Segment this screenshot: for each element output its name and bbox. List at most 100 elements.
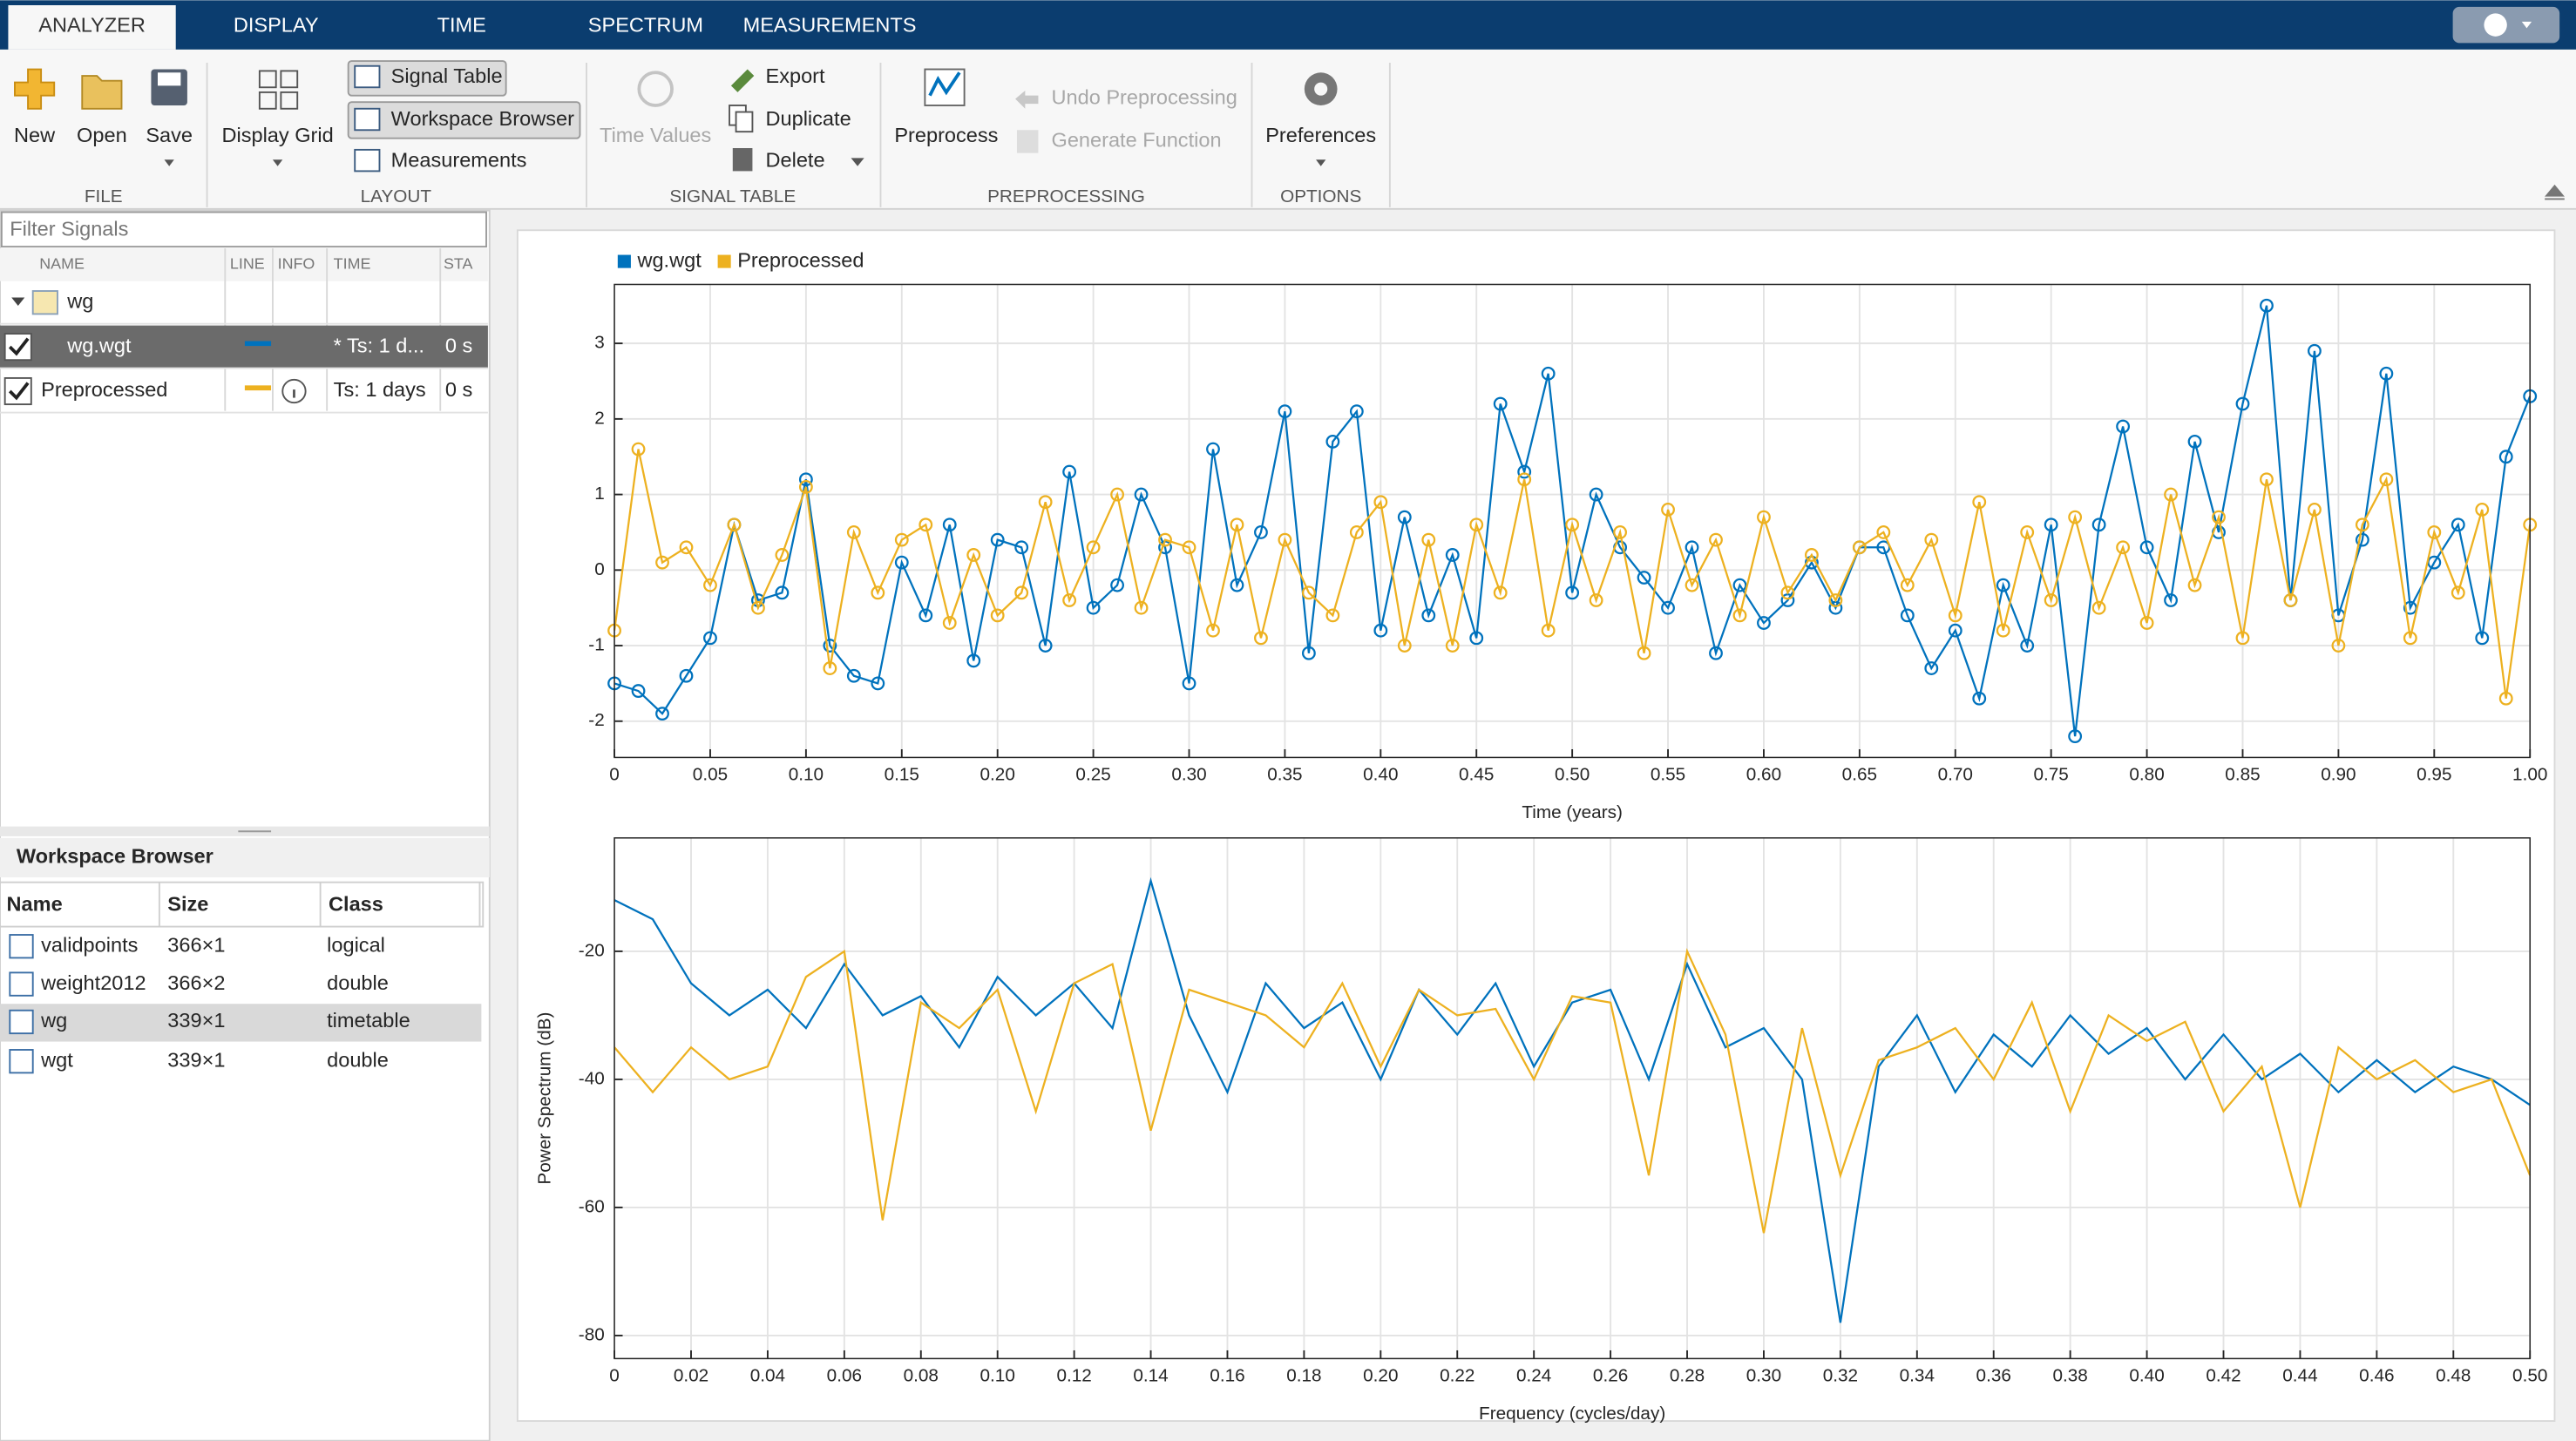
data-marker — [942, 616, 957, 630]
checkbox[interactable] — [3, 333, 32, 362]
data-marker — [2379, 366, 2394, 381]
x-tick-label: 0.55 — [1651, 765, 1685, 785]
data-marker — [1541, 366, 1556, 381]
data-marker — [775, 548, 790, 562]
selected-row — [0, 1004, 482, 1042]
data-marker — [2308, 503, 2322, 517]
x-tick-label: 0.20 — [1363, 1366, 1398, 1386]
button-label[interactable]: Save — [146, 124, 193, 146]
expand-arrow[interactable] — [11, 297, 25, 306]
data-marker — [1637, 646, 1651, 660]
data-marker — [1972, 691, 1987, 706]
button-label[interactable]: Delete — [766, 148, 825, 171]
data-marker — [1948, 608, 1963, 623]
data-marker — [2331, 639, 2346, 653]
column-header[interactable]: INFO — [278, 255, 315, 273]
data-marker — [1852, 540, 1867, 555]
data-marker — [1421, 608, 1436, 623]
column-header[interactable]: Size — [167, 892, 208, 915]
checkbox[interactable] — [3, 376, 32, 406]
legend-swatch — [617, 254, 631, 268]
workspace-cell: 366×2 — [167, 971, 225, 994]
column-header[interactable]: Class — [329, 892, 383, 915]
data-marker — [2068, 729, 2083, 744]
tab[interactable]: ANALYZER — [38, 14, 146, 37]
column-header[interactable]: STA — [444, 255, 473, 273]
toggle-button[interactable] — [347, 101, 581, 139]
button-label[interactable]: Workspace Browser — [391, 107, 574, 130]
data-marker — [1254, 525, 1268, 539]
workspace-cell[interactable]: weight2012 — [40, 971, 146, 994]
x-tick-label: 0.28 — [1670, 1366, 1705, 1386]
workspace-cell[interactable]: wg — [40, 1009, 67, 1032]
data-marker — [2498, 450, 2513, 464]
column-header[interactable]: LINE — [230, 255, 265, 273]
x-tick-label: 0.16 — [1210, 1366, 1244, 1386]
data-marker — [1301, 585, 1316, 600]
data-marker — [1469, 631, 1484, 646]
dropdown-arrow — [164, 159, 174, 166]
workspace-title: Workspace Browser — [17, 845, 214, 868]
button-label[interactable]: New — [14, 124, 56, 146]
variable-icon — [9, 934, 34, 959]
x-tick-label: 0.40 — [2129, 1366, 2164, 1386]
workspace-cell[interactable]: validpoints — [41, 933, 138, 956]
column-header[interactable]: Name — [7, 892, 63, 915]
generate-icon — [1016, 130, 1039, 153]
button-label[interactable]: Preprocess — [894, 124, 998, 146]
x-tick-label: 0.18 — [1286, 1366, 1321, 1386]
data-marker — [798, 480, 813, 494]
button-label[interactable]: Duplicate — [766, 107, 851, 130]
data-marker — [1038, 495, 1053, 510]
toggle-button[interactable] — [347, 60, 507, 97]
data-marker — [2403, 631, 2417, 646]
signal-time: Ts: 1 days — [334, 378, 426, 401]
data-marker — [2068, 510, 2083, 524]
data-marker — [1182, 540, 1196, 555]
x-tick-label: 0.85 — [2225, 765, 2260, 785]
data-marker — [1900, 578, 1915, 592]
legend-label[interactable]: Preprocessed — [737, 248, 864, 271]
data-marker — [1062, 593, 1077, 607]
plot-area — [614, 837, 2531, 1359]
button-label[interactable]: Open — [77, 124, 127, 146]
y-axis-label: Power Spectrum (dB) — [534, 1012, 554, 1185]
data-marker — [990, 608, 1005, 623]
data-marker — [2187, 578, 2202, 592]
tab[interactable]: DISPLAY — [234, 14, 319, 37]
filter-box[interactable] — [0, 211, 487, 248]
button-label[interactable]: Signal Table — [391, 64, 503, 87]
column-header[interactable]: NAME — [39, 255, 85, 273]
workspace-table-header — [0, 881, 485, 928]
data-marker — [1589, 487, 1603, 502]
column-header[interactable]: TIME — [334, 255, 371, 273]
left-panel — [0, 209, 491, 1441]
tab[interactable]: MEASUREMENTS — [743, 14, 917, 37]
data-marker — [2451, 585, 2465, 600]
series-line — [613, 876, 2531, 1323]
data-marker — [1661, 503, 1675, 517]
button-label[interactable]: Export — [766, 64, 826, 87]
workspace-cell[interactable]: wgt — [40, 1048, 73, 1071]
tab[interactable]: SPECTRUM — [588, 14, 703, 37]
collapse-ribbon[interactable] — [2545, 184, 2565, 200]
button-label[interactable]: Measurements — [391, 148, 527, 171]
x-tick-label: 0.32 — [1823, 1366, 1858, 1386]
variable-icon — [9, 971, 34, 997]
x-tick-label: 0 — [609, 765, 620, 785]
duplicate-icon — [729, 105, 754, 133]
dropdown-arrow — [851, 158, 864, 166]
button-label[interactable]: Preferences — [1265, 124, 1376, 146]
data-marker — [1373, 623, 1388, 638]
tab[interactable]: TIME — [437, 14, 486, 37]
data-marker — [1397, 639, 1412, 653]
x-tick-label: 0.04 — [750, 1366, 785, 1386]
x-tick-label: 0.24 — [1516, 1366, 1551, 1386]
legend-label[interactable]: wg.wgt — [636, 248, 702, 271]
data-marker — [1924, 532, 1939, 547]
button-label[interactable]: Display Grid — [221, 124, 333, 146]
data-marker — [2044, 518, 2058, 532]
section-label: LAYOUT — [361, 186, 432, 206]
x-axis-label: Frequency (cycles/day) — [1479, 1404, 1665, 1424]
charts: 0 0.05 0.10 0.15 0.20 0.25 0.30 0.35 0.40 0.45 0.5… — [534, 248, 2547, 1424]
